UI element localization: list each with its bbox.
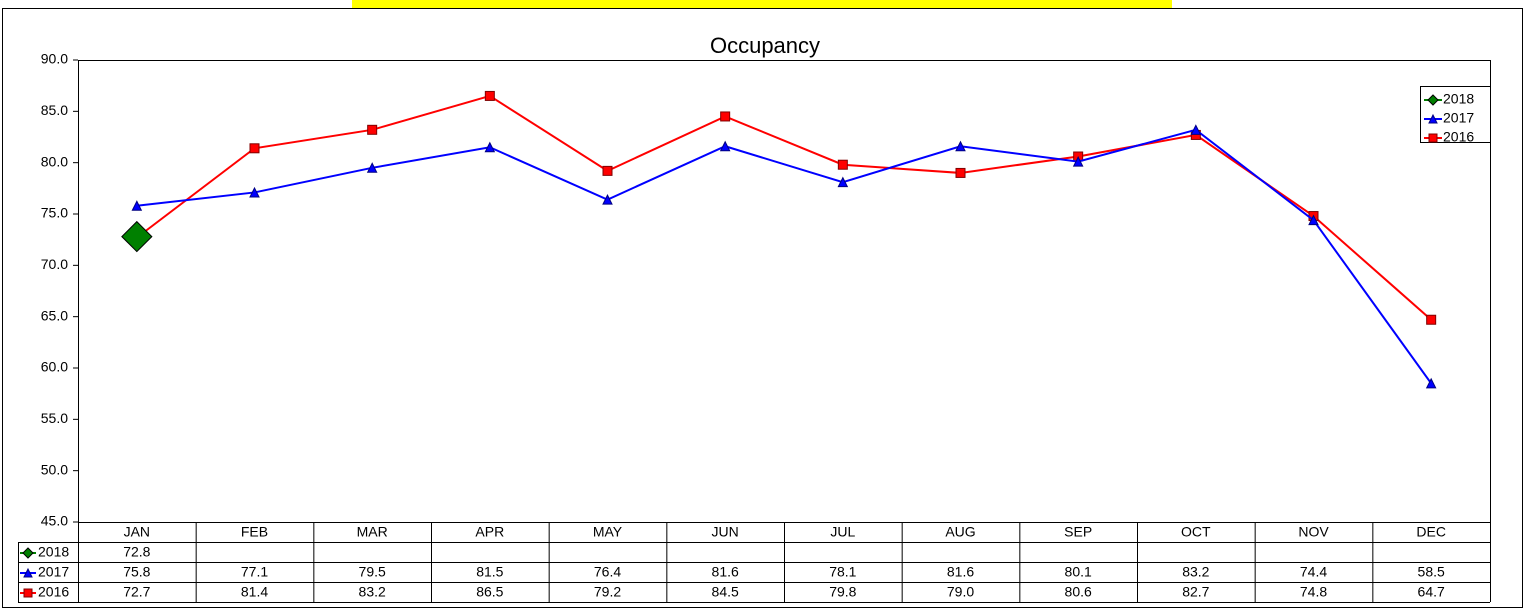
table-value: 86.5: [476, 584, 503, 600]
table-value: 74.4: [1300, 564, 1327, 580]
chart-title: Occupancy: [710, 33, 820, 58]
data-point: [837, 176, 849, 188]
data-point: [602, 165, 613, 176]
x-tick-label: MAY: [593, 524, 623, 540]
series-line: [136, 128, 1432, 384]
data-point: [131, 200, 143, 211]
table-value: 79.8: [829, 584, 856, 600]
table-value: 79.0: [947, 584, 974, 600]
data-point: [1308, 214, 1319, 226]
data-point: [484, 141, 496, 153]
table-value: 64.7: [1418, 584, 1445, 600]
y-tick-label: 45.0: [41, 513, 68, 529]
legend-marker: [1428, 113, 1438, 124]
data-point: [602, 194, 613, 205]
table-marker: [23, 567, 33, 578]
table-value: 80.1: [1065, 564, 1092, 580]
table-value: 83.2: [359, 584, 386, 600]
table-value: 75.8: [123, 564, 150, 580]
data-point: [1072, 156, 1084, 167]
x-tick-label: AUG: [945, 524, 975, 540]
legend-label: 2016: [1443, 129, 1474, 145]
header-band: [352, 0, 1172, 8]
x-tick-label: JAN: [124, 524, 150, 540]
x-tick-label: JUL: [830, 524, 855, 540]
table-value: 81.6: [712, 564, 739, 580]
data-point: [837, 159, 848, 170]
x-tick-label: OCT: [1181, 524, 1211, 540]
y-tick-label: 70.0: [41, 256, 68, 272]
table-value: 81.4: [241, 584, 268, 600]
data-point: [249, 143, 260, 154]
data-point: [484, 90, 495, 101]
table-value: 76.4: [594, 564, 621, 580]
table-value: 81.6: [947, 564, 974, 580]
data-point: [1190, 124, 1202, 135]
data-point: [367, 124, 378, 135]
data-point: [249, 186, 260, 198]
data-point: [955, 140, 966, 152]
table-value: 78.1: [829, 564, 856, 580]
table-row-label: 2018: [38, 544, 69, 560]
data-point: [955, 167, 966, 178]
plot-area: [78, 60, 1491, 523]
data-point: [719, 140, 731, 152]
y-tick-label: 60.0: [41, 359, 68, 375]
table-value: 77.1: [241, 564, 268, 580]
table-value: 80.6: [1065, 584, 1092, 600]
table-row-label: 2016: [38, 584, 69, 600]
data-point: [1426, 314, 1437, 325]
table-value: 84.5: [712, 584, 739, 600]
y-tick-label: 55.0: [41, 410, 68, 426]
x-tick-label: APR: [475, 524, 504, 540]
table-value: 82.7: [1182, 584, 1209, 600]
legend-label: 2017: [1443, 110, 1474, 126]
y-tick-label: 80.0: [41, 153, 68, 169]
table-marker: [22, 547, 34, 559]
x-tick-label: MAR: [357, 524, 388, 540]
data-point: [1425, 377, 1437, 389]
table-row-label: 2017: [38, 564, 69, 580]
data-point: [720, 111, 731, 122]
table-value: 79.5: [359, 564, 386, 580]
table-marker: [23, 588, 33, 598]
y-tick-label: 65.0: [41, 307, 68, 323]
x-tick-label: JUN: [712, 524, 739, 540]
legend-marker: [1427, 94, 1439, 106]
data-point: [366, 162, 378, 173]
series-line: [136, 94, 1432, 321]
x-tick-label: DEC: [1416, 524, 1446, 540]
y-tick-label: 90.0: [41, 51, 68, 67]
table-value: 72.8: [123, 544, 150, 560]
table-value: 58.5: [1418, 564, 1445, 580]
y-tick-label: 85.0: [41, 102, 68, 118]
legend-label: 2018: [1443, 91, 1474, 107]
x-tick-label: FEB: [241, 524, 268, 540]
table-value: 83.2: [1182, 564, 1209, 580]
x-tick-label: SEP: [1064, 524, 1092, 540]
data-point: [121, 220, 153, 253]
table-value: 79.2: [594, 584, 621, 600]
x-tick-label: NOV: [1298, 524, 1329, 540]
table-value: 81.5: [476, 564, 503, 580]
legend-marker: [1428, 133, 1438, 143]
table-value: 72.7: [123, 584, 150, 600]
y-tick-label: 50.0: [41, 461, 68, 477]
table-value: 74.8: [1300, 584, 1327, 600]
y-tick-label: 75.0: [41, 205, 68, 221]
